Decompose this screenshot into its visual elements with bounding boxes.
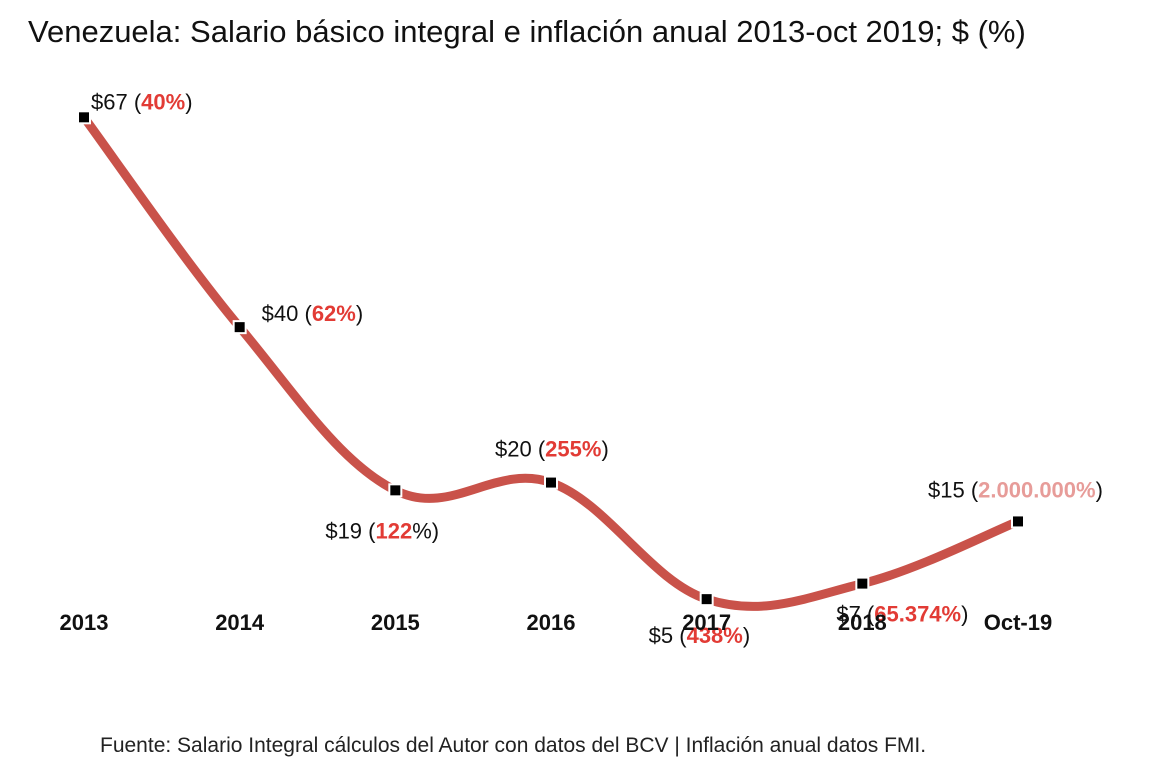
data-label-2017: $5 (438%) bbox=[649, 623, 751, 648]
data-point-2015 bbox=[388, 483, 403, 498]
x-tick-oct-19: Oct-19 bbox=[984, 610, 1052, 635]
x-tick-2018: 2018 bbox=[838, 610, 887, 635]
inflation-value: 62% bbox=[312, 301, 356, 326]
inflation-value: 40% bbox=[141, 89, 185, 114]
x-tick-2016: 2016 bbox=[527, 610, 576, 635]
x-axis: 2013 2014 2015 2016 2017 2018 Oct-19 bbox=[60, 610, 1053, 635]
data-point-2013 bbox=[77, 110, 91, 125]
data-point-2016 bbox=[544, 475, 558, 490]
x-tick-2014: 2014 bbox=[215, 610, 265, 635]
data-label-2013: $67 (40%) bbox=[91, 89, 193, 114]
inflation-value: 255% bbox=[545, 437, 601, 462]
x-tick-2017: 2017 bbox=[682, 610, 731, 635]
data-point-2018 bbox=[855, 576, 870, 591]
inflation-value: 2.000.000% bbox=[978, 477, 1095, 502]
salary-line bbox=[79, 112, 1023, 611]
source-note: Fuente: Salario Integral cálculos del Au… bbox=[100, 734, 927, 757]
data-label-2015: $19 (122%) bbox=[325, 518, 439, 543]
x-tick-2013: 2013 bbox=[60, 610, 109, 635]
chart-title: Venezuela: Salario básico integral e inf… bbox=[28, 14, 1026, 49]
data-point-2017 bbox=[699, 592, 714, 607]
x-tick-2015: 2015 bbox=[371, 610, 420, 635]
data-labels: $67 (40%) $40 (62%) $19 (122%) $20 (255%) $5… bbox=[91, 89, 1103, 648]
inflation-value: 65.374% bbox=[874, 602, 961, 627]
inflation-value: 122 bbox=[375, 518, 412, 543]
data-label-2014: $40 (62%) bbox=[262, 301, 364, 326]
data-label-2018: $7 (65.374%) bbox=[836, 602, 968, 627]
point-markers bbox=[77, 110, 1025, 607]
data-point-oct-19 bbox=[1011, 514, 1025, 529]
inflation-value: 438% bbox=[687, 623, 743, 648]
data-label-oct-19: $15 (2.000.000%) bbox=[928, 477, 1103, 502]
data-label-2016: $20 (255%) bbox=[495, 437, 609, 462]
data-point-2014 bbox=[232, 320, 247, 335]
